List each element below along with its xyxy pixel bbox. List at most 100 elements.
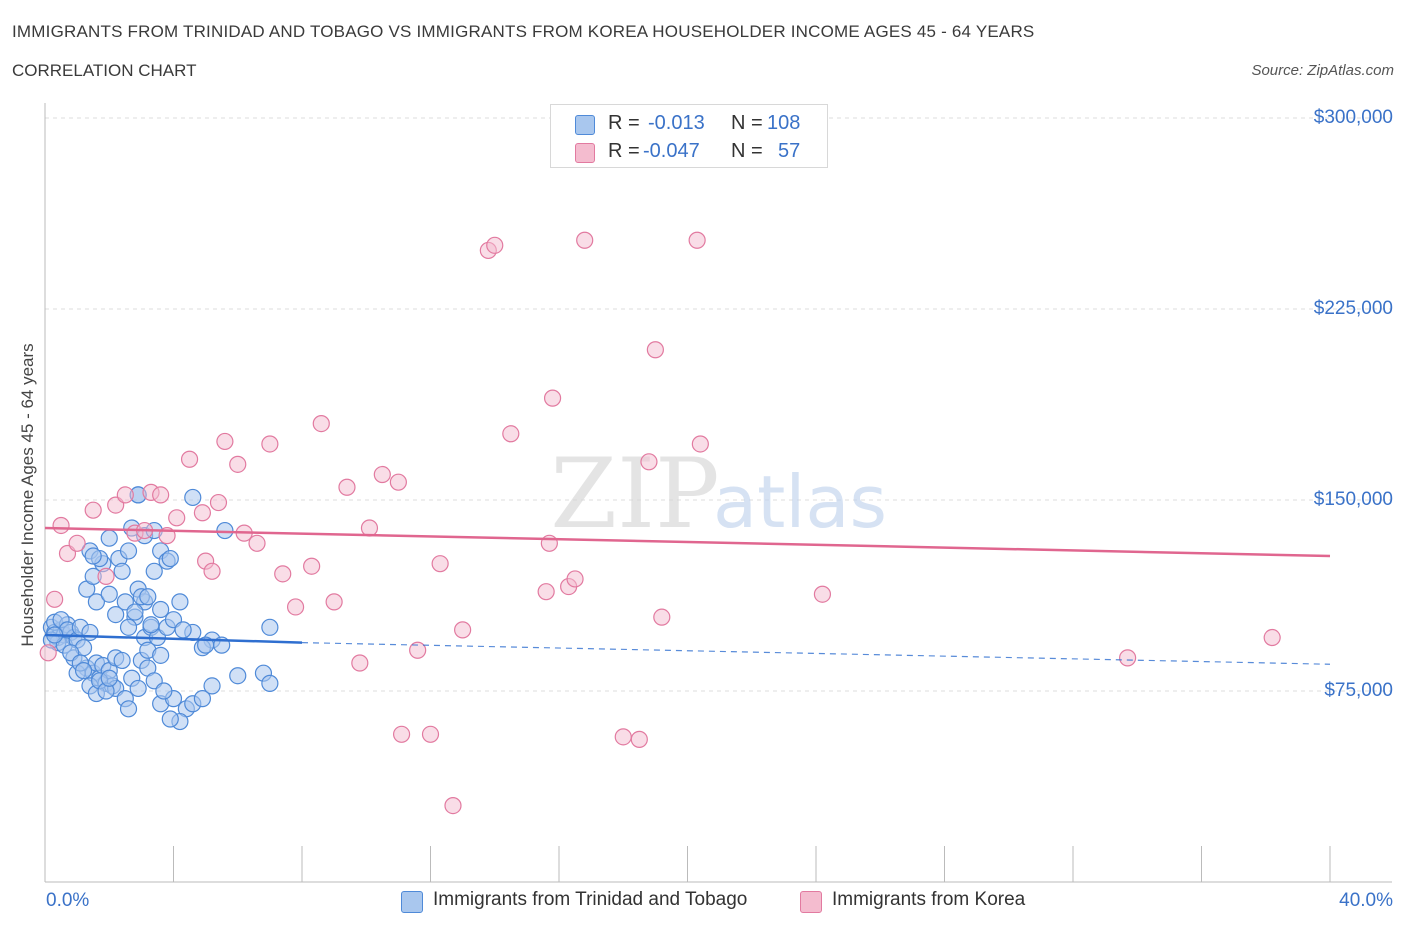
series-trinidad-points	[42, 486, 279, 731]
data-point-trinidad	[107, 605, 125, 624]
data-point-trinidad	[184, 488, 202, 507]
data-point-korea	[502, 425, 520, 443]
y-tick-label: $300,000	[1313, 107, 1393, 128]
data-point-trinidad	[193, 690, 212, 708]
data-point-korea	[566, 570, 584, 588]
correlation-legend: R = -0.013 N = 108 R = -0.047 N = 57	[550, 104, 828, 168]
x-tick-label: 40.0%	[1339, 890, 1393, 911]
data-point-trinidad	[84, 547, 102, 565]
data-point-korea	[274, 565, 292, 583]
data-point-trinidad	[203, 677, 221, 695]
data-point-korea	[630, 730, 648, 748]
source-label: Source: ZipAtlas.com	[1251, 62, 1394, 79]
legend-swatch-blue	[401, 891, 423, 913]
data-point-trinidad	[152, 646, 170, 664]
legend-n-label: N =	[731, 140, 763, 162]
legend-label-trinidad: Immigrants from Trinidad and Tobago	[433, 889, 748, 910]
data-point-korea	[389, 473, 407, 491]
legend-n-value: 108	[767, 112, 801, 134]
data-point-trinidad	[261, 618, 279, 636]
data-point-trinidad	[216, 521, 234, 540]
data-point-korea	[653, 608, 671, 626]
y-tick-label: $75,000	[1324, 680, 1393, 701]
chart-subtitle: CORRELATION CHART	[12, 61, 197, 80]
data-point-trinidad	[119, 618, 138, 636]
data-point-trinidad	[139, 588, 157, 606]
data-point-trinidad	[119, 700, 138, 718]
data-point-trinidad	[81, 623, 99, 642]
data-point-korea	[351, 654, 369, 672]
data-point-korea	[84, 501, 102, 519]
data-point-trinidad	[161, 710, 179, 728]
axes	[44, 103, 1392, 883]
series-korea-points	[39, 231, 1281, 815]
data-point-korea	[1263, 628, 1281, 647]
data-point-trinidad	[171, 593, 189, 611]
y-tick-label: $225,000	[1313, 298, 1393, 319]
trend-line-korea	[44, 526, 1331, 558]
data-point-korea	[691, 435, 709, 453]
data-point-korea	[373, 465, 391, 484]
data-point-korea	[46, 590, 64, 608]
data-point-korea	[229, 455, 247, 473]
trend-line-trinidad	[44, 633, 303, 644]
data-point-trinidad	[229, 667, 247, 685]
data-point-trinidad	[129, 679, 147, 698]
data-point-korea	[486, 236, 504, 254]
data-point-korea	[360, 519, 379, 537]
data-point-korea	[248, 534, 266, 552]
legend-row-korea: R = -0.047 N = 57	[551, 138, 827, 166]
data-point-korea	[39, 644, 57, 662]
data-point-korea	[168, 509, 186, 527]
legend-r-label: R =	[608, 140, 640, 162]
data-point-trinidad	[100, 529, 118, 547]
data-point-korea	[543, 389, 562, 407]
data-point-korea	[454, 621, 472, 639]
data-point-korea	[1119, 649, 1137, 667]
data-point-trinidad	[145, 562, 163, 580]
data-point-korea	[209, 493, 228, 512]
data-point-trinidad	[174, 621, 192, 639]
data-point-korea	[152, 486, 170, 504]
trend-line-trinidad-extrapolated	[301, 642, 1331, 665]
data-point-trinidad	[142, 616, 160, 634]
data-point-trinidad	[161, 549, 179, 568]
data-point-korea	[640, 453, 658, 471]
legend-swatch-pink	[800, 891, 822, 913]
data-point-korea	[444, 796, 462, 815]
data-point-korea	[688, 231, 706, 249]
data-point-korea	[97, 567, 115, 586]
data-point-trinidad	[155, 682, 173, 700]
grid-lines	[45, 117, 1392, 692]
data-point-korea	[116, 486, 134, 504]
data-point-korea	[338, 478, 356, 496]
data-point-korea	[261, 435, 279, 453]
data-point-korea	[286, 598, 305, 616]
data-point-korea	[180, 450, 199, 468]
legend-n-label: N =	[731, 112, 763, 134]
y-tick-label: $150,000	[1313, 489, 1393, 510]
data-point-trinidad	[113, 651, 131, 670]
data-point-trinidad	[74, 662, 93, 680]
legend-n-value: 57	[778, 140, 801, 162]
data-point-trinidad	[113, 562, 131, 580]
legend-swatch-pink	[575, 143, 595, 163]
legend-swatch-blue	[575, 115, 595, 135]
data-point-korea	[216, 432, 234, 451]
legend-r-value: -0.013	[648, 112, 705, 134]
data-point-trinidad	[119, 542, 138, 560]
data-point-korea	[312, 415, 330, 433]
data-point-korea	[325, 593, 343, 611]
data-point-trinidad	[100, 585, 118, 603]
data-point-trinidad	[100, 669, 118, 687]
data-point-korea	[392, 725, 411, 743]
data-point-korea	[431, 555, 449, 573]
data-point-korea	[646, 341, 664, 359]
chart-title: IMMIGRANTS FROM TRINIDAD AND TOBAGO VS I…	[12, 22, 1035, 41]
data-point-korea	[52, 516, 70, 535]
legend-r-value: -0.047	[643, 140, 700, 162]
data-point-korea	[421, 725, 440, 743]
watermark-atlas: atlas	[713, 460, 887, 544]
trend-lines	[44, 526, 1331, 665]
